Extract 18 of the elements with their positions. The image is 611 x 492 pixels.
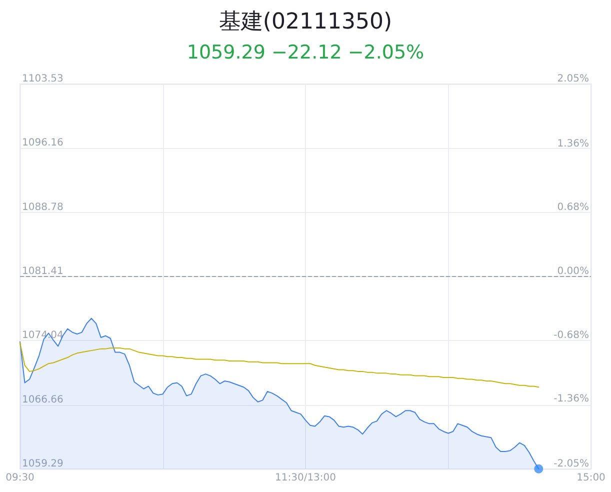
chart-title: 基建(02111350) [218,10,392,34]
y2-tick-label: 0.00% [557,266,589,277]
y2-tick-label: 1.36% [557,138,589,150]
y-tick-label: 1059.29 [22,458,64,470]
y-tick-label: 1081.41 [22,266,64,277]
x-tick-label: 15:00 [576,472,606,484]
y2-tick-label: -2.05% [554,458,589,470]
y2-tick-label: -0.68% [554,330,589,341]
y2-tick-label: -1.36% [554,394,589,405]
x-tick-label: 09:30 [6,472,34,484]
x-tick-label: 11:30/13:00 [274,472,336,484]
y2-tick-label: 0.68% [557,202,589,214]
y2-tick-label: 2.05% [557,74,589,84]
y-tick-label: 1066.66 [22,394,64,406]
chart-subtitle: 1059.29 −22.12 −2.05% [186,42,424,64]
y-tick-label: 1096.16 [22,138,64,149]
y-tick-label: 1088.78 [22,202,64,213]
y-tick-label: 1103.53 [22,74,64,84]
